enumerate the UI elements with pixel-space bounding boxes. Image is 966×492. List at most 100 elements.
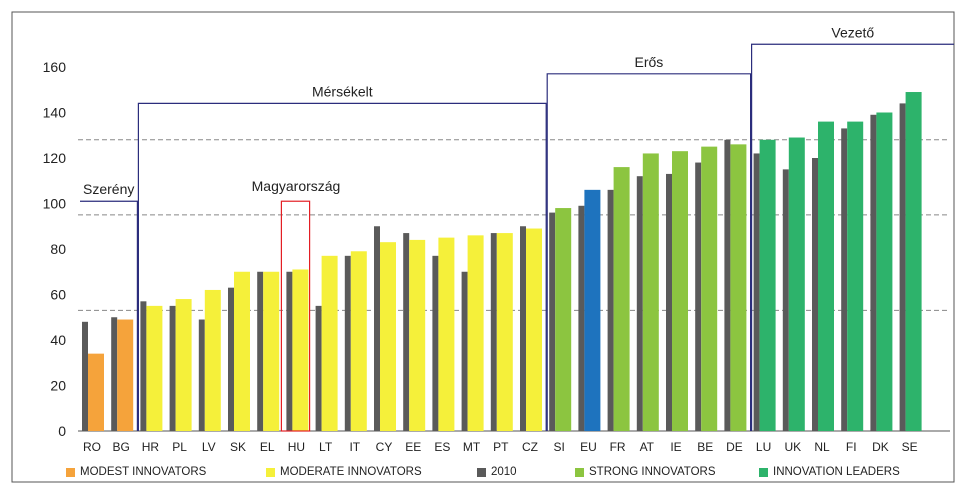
bar-current-si bbox=[555, 208, 572, 431]
y-tick-label: 120 bbox=[43, 150, 67, 166]
bar-2010-fr bbox=[607, 189, 614, 431]
legend-item-modest: MODEST INNOVATORS bbox=[66, 466, 206, 478]
bar-2010-de bbox=[724, 139, 731, 432]
x-tick-label: HU bbox=[288, 440, 305, 454]
legend-swatch-leaders bbox=[759, 467, 768, 477]
legend-item-strong: STRONG INNOVATORS bbox=[575, 466, 716, 478]
bar-2010-hu bbox=[286, 271, 293, 431]
bar-2010-cy bbox=[374, 226, 380, 431]
bracket-label: Vezető bbox=[831, 24, 874, 40]
bracket-label: Mérsékelt bbox=[312, 83, 373, 99]
bar-current-mt bbox=[467, 235, 484, 431]
x-tick-label: CZ bbox=[522, 440, 538, 454]
bar-current-lu bbox=[759, 139, 776, 432]
bar-2010-pl bbox=[169, 305, 176, 431]
x-tick-label: FR bbox=[610, 440, 626, 454]
bar-current-sk bbox=[234, 271, 250, 431]
legend-swatch-2010 bbox=[477, 467, 486, 477]
legend-label-2010: 2010 bbox=[491, 466, 517, 478]
legend-item-2010: 2010 bbox=[477, 466, 517, 478]
x-tick-label: MT bbox=[463, 440, 481, 454]
bar-2010-ro bbox=[82, 321, 88, 431]
x-tick-label: LU bbox=[756, 440, 771, 454]
bar-2010-it bbox=[344, 255, 351, 431]
bar-current-be bbox=[701, 146, 718, 431]
x-tick-label: UK bbox=[784, 440, 801, 454]
bar-2010-fi bbox=[841, 128, 848, 432]
highlight-label: Magyarország bbox=[252, 178, 341, 194]
bar-2010-hr bbox=[140, 301, 147, 431]
x-tick-label: SK bbox=[230, 440, 246, 454]
bar-2010-at bbox=[636, 176, 643, 431]
x-tick-label: IE bbox=[670, 440, 681, 454]
x-tick-label: ES bbox=[434, 440, 450, 454]
x-tick-label: DE bbox=[726, 440, 743, 454]
bar-2010-ee bbox=[403, 233, 410, 431]
x-tick-label: BE bbox=[697, 440, 713, 454]
bars bbox=[82, 92, 922, 432]
bar-2010-si bbox=[549, 212, 556, 431]
x-tick-label: HR bbox=[142, 440, 160, 454]
x-tick-label: SI bbox=[554, 440, 565, 454]
bar-2010-lu bbox=[753, 153, 760, 431]
x-tick-label: IT bbox=[349, 440, 360, 454]
legend-label-moderate: MODERATE INNOVATORS bbox=[280, 466, 422, 478]
bar-2010-sk bbox=[228, 287, 234, 431]
x-tick-label: SE bbox=[902, 440, 918, 454]
bar-current-nl bbox=[818, 121, 834, 431]
bar-current-lt bbox=[321, 255, 338, 431]
bar-current-it bbox=[350, 251, 367, 431]
x-tick-label: NL bbox=[814, 440, 830, 454]
legend-swatch-moderate bbox=[266, 467, 275, 477]
bar-current-pl bbox=[175, 299, 192, 431]
y-tick-label: 80 bbox=[50, 241, 66, 257]
bar-2010-se bbox=[899, 103, 906, 432]
bar-2010-uk bbox=[782, 169, 789, 431]
bracket-3 bbox=[546, 73, 752, 431]
x-axis: RO BG HR PL LV SK EL HU LT IT CY EE ES MT PT CZ SI EU FR AT… bbox=[83, 440, 918, 454]
bar-2010-dk bbox=[870, 114, 877, 432]
legend-item-leaders: INNOVATION LEADERS bbox=[759, 466, 900, 478]
x-tick-label: EU bbox=[580, 440, 597, 454]
x-tick-label: AT bbox=[640, 440, 655, 454]
bar-2010-lt bbox=[315, 305, 322, 431]
bar-current-fr bbox=[613, 167, 630, 431]
x-tick-label: CY bbox=[376, 440, 393, 454]
y-tick-label: 140 bbox=[43, 105, 67, 121]
bar-current-ro bbox=[88, 353, 104, 431]
x-tick-label: BG bbox=[113, 440, 130, 454]
highlight-box: Magyarország bbox=[252, 178, 341, 432]
bar-2010-lv bbox=[198, 319, 205, 431]
y-tick-label: 0 bbox=[58, 423, 66, 439]
bar-current-eu bbox=[584, 189, 601, 431]
bar-2010-el bbox=[257, 271, 264, 431]
bar-current-cz bbox=[526, 228, 542, 431]
legend-label-strong: STRONG INNOVATORS bbox=[589, 466, 716, 478]
y-tick-label: 20 bbox=[50, 378, 66, 394]
bar-2010-nl bbox=[812, 158, 818, 431]
bar-current-de bbox=[730, 144, 747, 431]
bar-current-pt bbox=[496, 233, 513, 431]
bar-current-dk bbox=[876, 112, 893, 431]
y-tick-label: 40 bbox=[50, 332, 66, 348]
x-tick-label: PT bbox=[493, 440, 509, 454]
x-tick-label: FI bbox=[846, 440, 857, 454]
legend-label-leaders: INNOVATION LEADERS bbox=[773, 466, 900, 478]
legend: MODEST INNOVATORS MODERATE INNOVATORS 20… bbox=[66, 466, 946, 484]
bar-2010-be bbox=[695, 162, 702, 432]
legend-item-moderate: MODERATE INNOVATORS bbox=[266, 466, 422, 478]
legend-swatch-strong bbox=[575, 467, 584, 477]
bar-2010-pt bbox=[490, 233, 497, 431]
bracket-2 bbox=[137, 102, 547, 431]
bar-current-es bbox=[438, 237, 455, 431]
chart-frame bbox=[11, 11, 955, 483]
bar-2010-mt bbox=[461, 271, 468, 431]
y-tick-label: 160 bbox=[43, 59, 67, 75]
bar-current-el bbox=[263, 271, 280, 431]
bar-current-se bbox=[905, 92, 922, 432]
bar-2010-es bbox=[432, 255, 439, 431]
bar-2010-ie bbox=[666, 173, 672, 432]
x-tick-label: LV bbox=[202, 440, 216, 454]
bar-current-cy bbox=[380, 242, 396, 431]
